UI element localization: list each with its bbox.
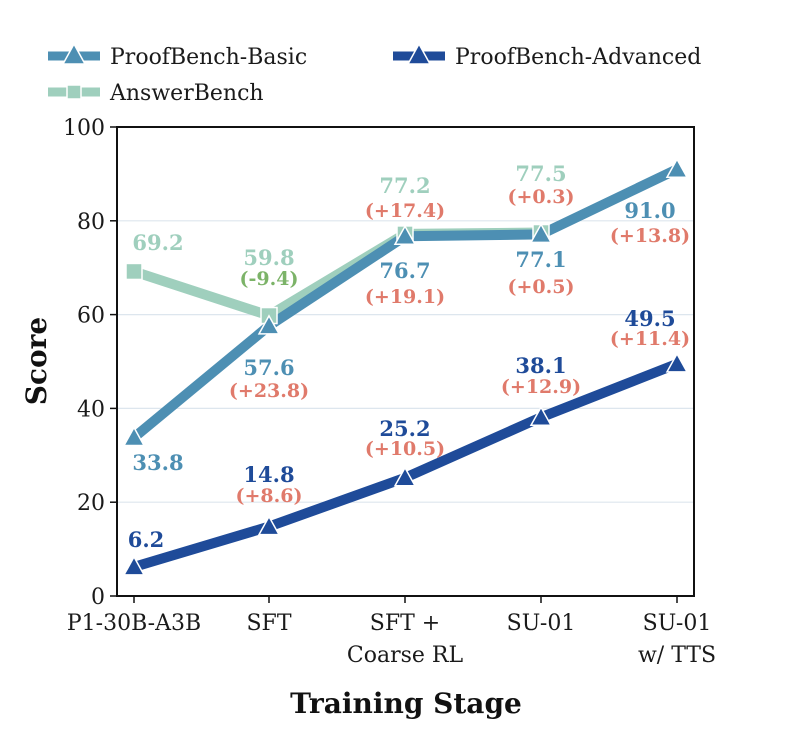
value-label-basic: 91.0 [624, 198, 675, 223]
data-point-basic [665, 157, 689, 178]
y-tick-label: 100 [63, 116, 105, 141]
data-point-advanced [665, 352, 689, 373]
x-tick-label: w/ TTS [638, 643, 716, 668]
data-point-advanced [122, 555, 146, 576]
data-point-basic [529, 222, 553, 244]
delta-label-basic: (+23.8) [229, 380, 309, 402]
data-point-advanced [529, 405, 553, 427]
value-label-advanced: 49.5 [624, 306, 675, 331]
x-axis-label: Training Stage [290, 687, 522, 720]
data-point-advanced [393, 466, 417, 487]
legend: ProofBench-Basic ProofBench-Advanced Ans… [48, 42, 701, 106]
y-tick-label: 0 [91, 585, 105, 610]
y-axis-ticks: 0 20 40 60 80 100 [63, 116, 117, 610]
value-label-answer: 77.2 [379, 173, 430, 198]
delta-label-advanced: (+8.6) [236, 485, 303, 507]
square-marker-icon [66, 84, 82, 100]
x-tick-label: P1-30B-A3B [67, 611, 201, 636]
legend-label-advanced: ProofBench-Advanced [455, 45, 701, 70]
data-point-advanced [257, 515, 281, 536]
value-label-advanced: 38.1 [515, 353, 566, 378]
x-tick-label: SFT + [370, 611, 440, 636]
data-labels: 33.8 57.6(+23.8) 76.7 (+19.1) 77.1 (+0.5) 91.0… [128, 161, 690, 552]
delta-label-answer: (+17.4) [365, 200, 445, 222]
data-point-basic [393, 224, 417, 246]
y-tick-label: 80 [77, 210, 105, 235]
series-markers [122, 157, 689, 576]
x-tick-label: Coarse RL [347, 643, 464, 668]
data-point-answer [125, 262, 143, 281]
y-axis-label: Score [20, 317, 53, 406]
delta-label-basic: (+19.1) [365, 286, 445, 308]
delta-label-answer: (+0.3) [508, 186, 575, 208]
value-label-advanced: 6.2 [128, 527, 165, 552]
triangle-marker-icon [61, 42, 87, 65]
delta-label-advanced: (+11.4) [610, 328, 690, 350]
legend-label-answer: AnswerBench [109, 81, 264, 106]
x-tick-label: SFT [246, 611, 291, 636]
legend-item-answer: AnswerBench [48, 81, 264, 106]
x-axis-ticks: P1-30B-A3B SFT SFT + Coarse RL SU-01 SU-01 w/ … [67, 596, 716, 668]
legend-label-basic: ProofBench-Basic [110, 45, 307, 70]
value-label-basic: 77.1 [515, 247, 566, 272]
delta-label-basic: (+13.8) [610, 225, 690, 247]
data-point-basic [257, 314, 281, 335]
value-label-answer: 59.8 [243, 245, 294, 270]
delta-label-basic: (+0.5) [508, 276, 575, 298]
value-label-advanced: 14.8 [243, 462, 294, 487]
value-label-basic: 33.8 [132, 450, 183, 475]
grid-lines [117, 220, 694, 503]
legend-item-advanced: ProofBench-Advanced [393, 42, 701, 70]
triangle-marker-icon [406, 42, 432, 65]
value-label-basic: 76.7 [379, 258, 430, 283]
x-tick-label: SU-01 [507, 611, 576, 636]
y-tick-label: 40 [77, 397, 105, 422]
value-label-basic: 57.6 [243, 355, 294, 380]
delta-label-advanced: (+10.5) [365, 438, 445, 460]
delta-label-advanced: (+12.9) [501, 376, 581, 398]
legend-item-basic: ProofBench-Basic [48, 42, 307, 70]
value-label-answer: 69.2 [132, 230, 183, 255]
value-label-advanced: 25.2 [379, 416, 430, 441]
value-label-answer: 77.5 [515, 161, 566, 186]
data-point-basic [122, 425, 146, 447]
y-tick-label: 60 [77, 304, 105, 329]
y-tick-label: 20 [77, 491, 105, 516]
delta-label-answer: (-9.4) [240, 268, 299, 290]
x-tick-label: SU-01 [643, 611, 712, 636]
